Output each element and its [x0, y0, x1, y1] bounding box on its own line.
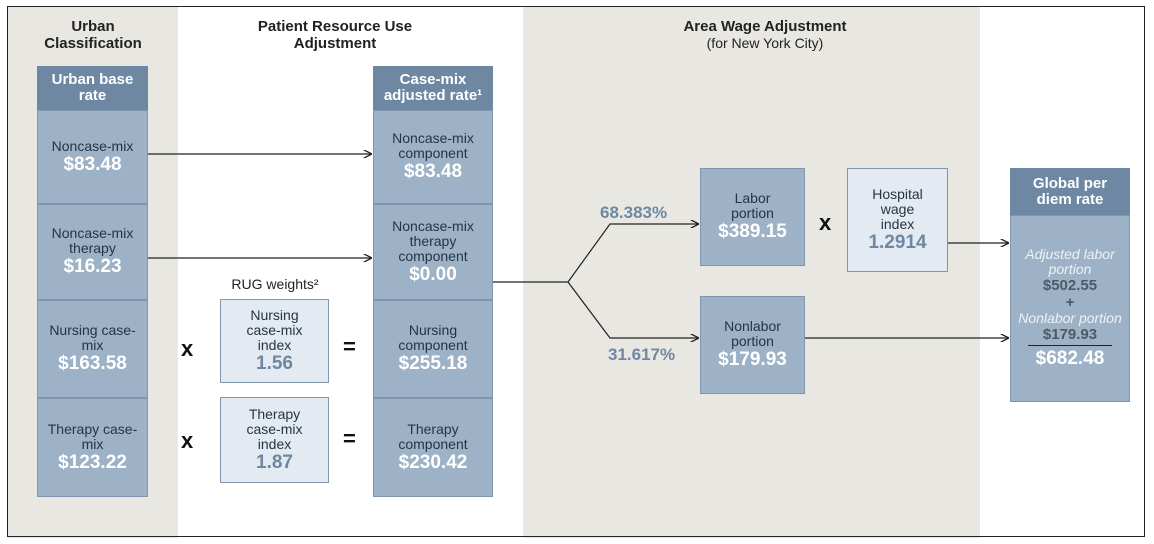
column-header: Case-mix adjusted rate¹	[373, 66, 493, 110]
label: Nonlabor portion	[724, 318, 781, 349]
value: $83.48	[63, 153, 122, 175]
header: Area Wage Adjustment	[683, 18, 847, 35]
label: Labor portion	[731, 190, 774, 221]
box: Hospital wage index 1.2914	[847, 168, 948, 272]
value: 1.2914	[868, 231, 927, 253]
box: Therapy component $230.42	[373, 398, 493, 497]
value: $16.23	[63, 256, 122, 277]
box: Therapy case-mix index 1.87	[220, 397, 329, 483]
box: Nursing component $255.18	[373, 300, 493, 398]
title: Urban base rate	[51, 71, 134, 104]
plus: +	[1065, 294, 1075, 311]
box: Nonlabor portion $179.93	[700, 296, 805, 394]
value: $83.48	[403, 161, 463, 182]
label: Nursing component	[398, 322, 468, 353]
value: $255.18	[398, 353, 468, 374]
label: Nonlabor portion	[1018, 310, 1122, 326]
box: Noncase-mix therapy component $0.00	[373, 204, 493, 300]
column-header: Global per diem rate	[1010, 168, 1130, 215]
title: Global per diem rate	[1032, 174, 1108, 208]
operator: x	[819, 210, 832, 235]
share: 68.383%	[600, 203, 668, 222]
wage-band	[523, 7, 980, 538]
operator: x	[181, 336, 194, 361]
box: Labor portion $389.15	[700, 168, 805, 266]
value: $179.93	[1042, 326, 1098, 343]
header: Urban Classification	[44, 18, 142, 52]
box: Noncase-mix therapy $16.23	[37, 204, 148, 300]
value: $230.42	[398, 451, 468, 473]
label: Nursing case-mix index	[246, 306, 303, 353]
total: $682.48	[1035, 348, 1105, 369]
column-header: Urban base rate	[37, 66, 148, 110]
label: Noncase-mix therapy	[51, 225, 134, 256]
arrow	[493, 224, 699, 283]
operator: x	[181, 428, 194, 453]
label: Therapy component	[398, 420, 468, 452]
title: Case-mix adjusted rate¹	[383, 71, 483, 104]
value: 1.56	[256, 352, 293, 374]
box: Nursing case-mix index 1.56	[220, 299, 329, 383]
operator: =	[343, 426, 356, 451]
share: 31.617%	[608, 345, 676, 364]
value: $502.55	[1042, 277, 1098, 294]
header-note: (for New York City)	[706, 35, 824, 51]
box: Noncase-mix $83.48	[37, 110, 148, 204]
value: $179.93	[718, 349, 787, 370]
label: Hospital wage index	[872, 185, 923, 232]
label: Noncase-mix component	[392, 130, 474, 161]
frame	[7, 6, 1145, 537]
label: Therapy case-mix	[47, 420, 138, 452]
rule	[1028, 345, 1112, 346]
box: Therapy case-mix $123.22	[37, 398, 148, 497]
value: $123.22	[58, 451, 127, 473]
label: Noncase-mix therapy component	[392, 217, 474, 264]
header: Patient Resource Use Adjustment	[257, 18, 413, 52]
value: $163.58	[58, 353, 127, 374]
box: Noncase-mix component $83.48	[373, 110, 493, 204]
value: $0.00	[409, 263, 457, 285]
label: Adjusted labor portion	[1025, 246, 1115, 277]
arrow	[567, 281, 699, 338]
label: Therapy case-mix index	[246, 405, 303, 452]
value: 1.87	[256, 451, 293, 473]
label: RUG weights²	[231, 276, 319, 292]
box: Adjusted labor portion $502.55 + Nonlabo…	[1010, 215, 1130, 402]
label: Noncase-mix	[51, 137, 134, 154]
label: Nursing case-mix	[49, 322, 136, 353]
value: $389.15	[718, 221, 787, 242]
box: Nursing case-mix $163.58	[37, 300, 148, 398]
operator: =	[343, 334, 356, 359]
